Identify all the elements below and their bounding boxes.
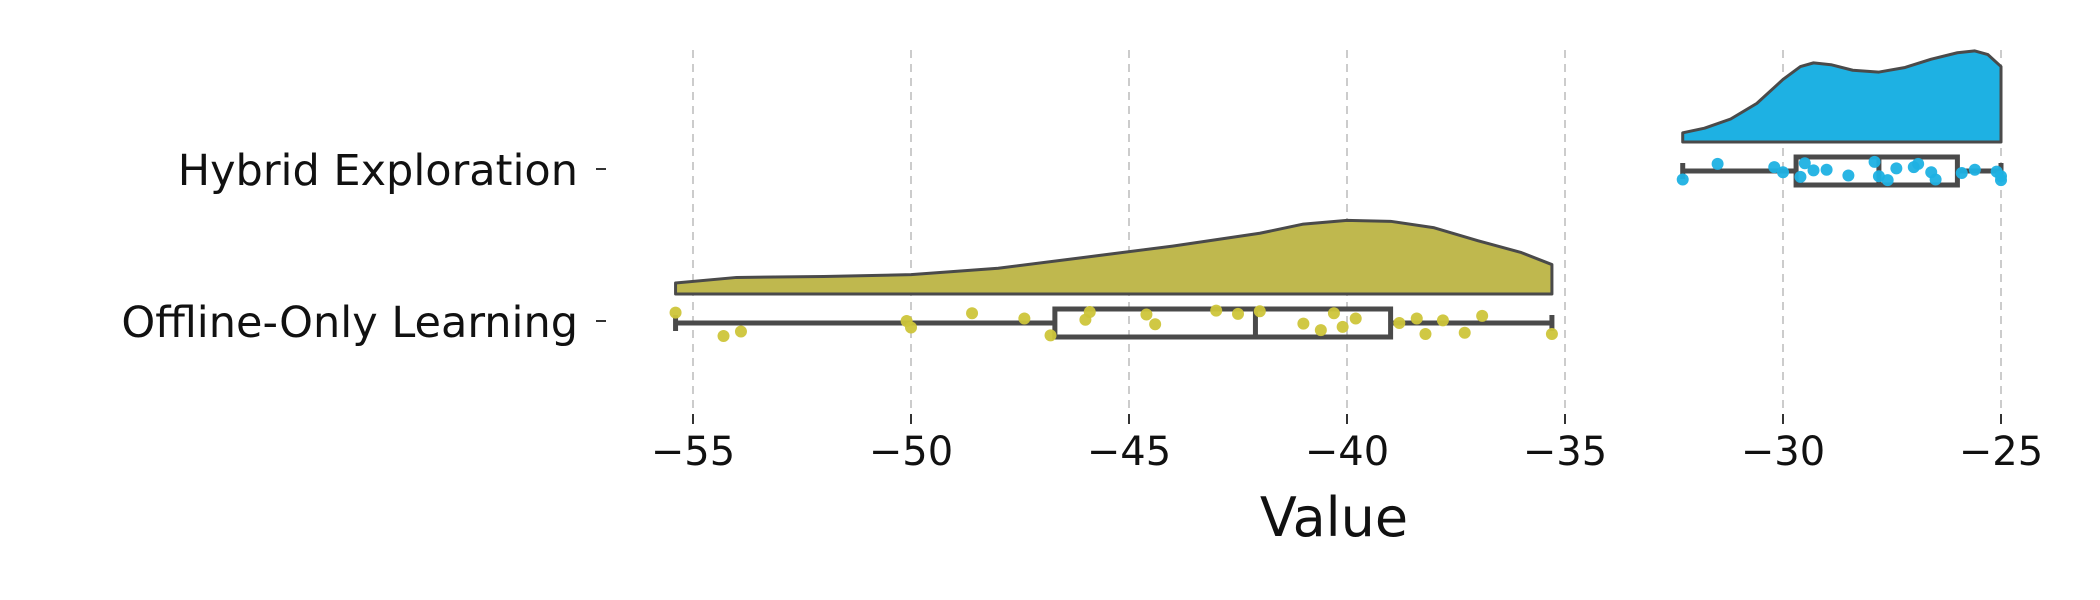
data-point [1149, 318, 1162, 331]
x-tick-label: −30 [1741, 429, 1825, 475]
data-point [1881, 174, 1894, 187]
data-point [1807, 164, 1820, 177]
data-point [1314, 324, 1327, 337]
x-axis-title: Value [1260, 486, 1408, 549]
data-point [1327, 307, 1340, 320]
data-point [1711, 157, 1724, 170]
data-point [1820, 163, 1833, 176]
data-point [1083, 305, 1096, 318]
y-category-label: Offline-Only Learning [121, 298, 578, 348]
data-point [1336, 320, 1349, 333]
data-point [1995, 170, 2007, 183]
data-point [1436, 314, 1449, 327]
x-tick-label: −35 [1523, 429, 1607, 475]
data-point [1768, 161, 1781, 174]
data-point [1410, 312, 1423, 325]
data-point [1777, 166, 1789, 179]
data-point [1912, 157, 1925, 170]
data-point [1545, 328, 1558, 341]
data-point [734, 325, 747, 338]
data-point [1955, 166, 1968, 179]
data-point [1929, 173, 1942, 186]
data-point [1393, 317, 1406, 329]
data-point [905, 321, 917, 334]
data-point [1794, 170, 1807, 183]
iqr-box [1052, 306, 1394, 340]
data-point [1676, 173, 1689, 186]
data-point [1044, 329, 1057, 342]
data-point [717, 330, 730, 342]
data-point [1458, 326, 1471, 339]
x-tick-label: −45 [1087, 429, 1171, 475]
axes: −55 −50 −45 −40 −35 −30 −25 Hybrid Exploration O… [121, 146, 2043, 475]
data-point [1419, 328, 1432, 341]
data-point [1140, 308, 1153, 321]
x-tick-label: −55 [651, 429, 735, 475]
plot-area [669, 49, 2007, 342]
x-tick-label: −40 [1305, 429, 1389, 475]
data-point [1349, 312, 1362, 325]
density-cloud [674, 218, 1554, 296]
data-point [1890, 162, 1903, 175]
data-point [966, 307, 979, 320]
data-point [1798, 157, 1811, 170]
data-point [1253, 305, 1266, 318]
density-cloud [1681, 49, 2003, 144]
x-tick-label: −50 [869, 429, 953, 475]
data-point [669, 306, 682, 319]
data-point [1018, 312, 1031, 325]
data-point [1476, 309, 1489, 322]
x-tick-label: −25 [1959, 429, 2043, 475]
data-point [1210, 304, 1223, 317]
data-point [1868, 155, 1881, 168]
y-category-label: Hybrid Exploration [178, 146, 578, 196]
data-point [1232, 307, 1244, 320]
data-point [1297, 317, 1310, 330]
data-point [1968, 163, 1981, 176]
data-point [1842, 169, 1855, 182]
